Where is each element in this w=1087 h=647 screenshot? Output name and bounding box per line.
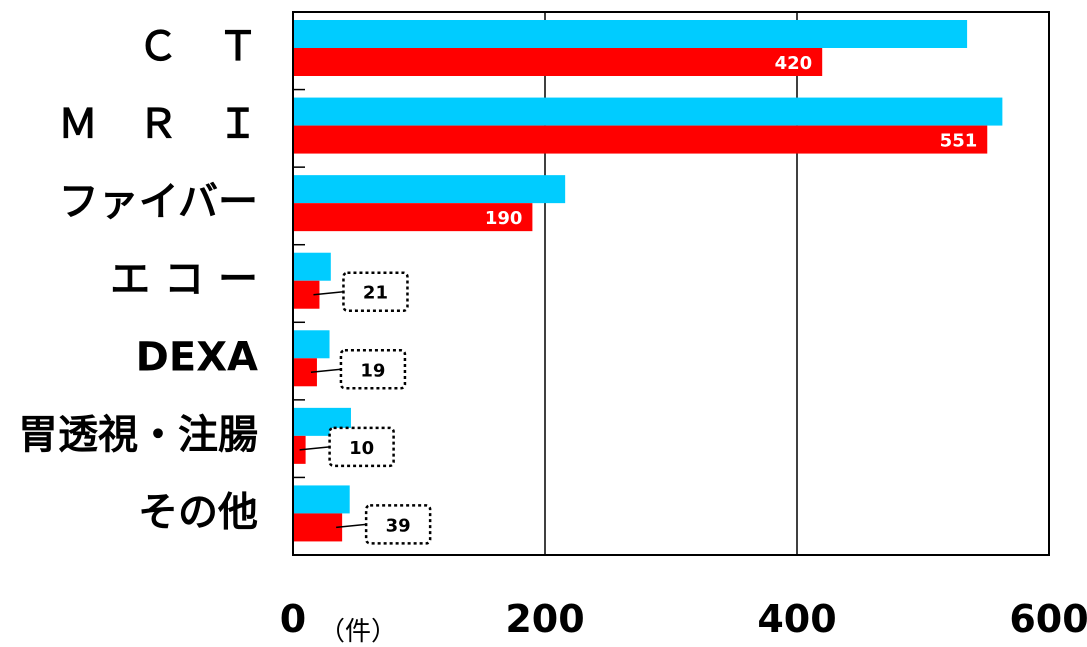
x-unit-label: （件） [319, 617, 397, 647]
data-label-leader [336, 523, 367, 529]
bar-series-2 [293, 435, 306, 464]
x-tick-label: 400 [757, 597, 836, 641]
category-label: ファイバー [59, 179, 258, 225]
data-label-leader [299, 446, 330, 451]
bar-series-2 [293, 48, 823, 76]
x-tick-label: 200 [505, 597, 584, 641]
x-tick-label: 0 [280, 597, 306, 641]
bar-series-1 [293, 330, 330, 359]
category-label: その他 [138, 489, 258, 535]
data-labels: 420 551 190 21 19 10 39 [299, 53, 978, 545]
category-label: Ｍ Ｒ Ｉ [58, 102, 258, 148]
data-label: 10 [349, 438, 374, 459]
bar-series-2 [293, 358, 317, 387]
bar-series-1 [293, 252, 331, 281]
data-label-box [364, 504, 432, 545]
data-label: 39 [386, 515, 411, 536]
category-label: エ コ ー [110, 257, 258, 303]
bar-series-2 [293, 513, 343, 542]
data-label-leader [313, 290, 344, 296]
bar-series-1 [293, 485, 350, 514]
bar-series-2 [293, 125, 988, 154]
bar-series-2 [293, 203, 533, 232]
plot-frame [292, 11, 1050, 556]
data-label-box [342, 271, 409, 312]
category-label: DEXA [136, 334, 258, 380]
data-label-leader [310, 368, 342, 374]
data-label-box [339, 349, 407, 390]
data-label: 551 [940, 131, 978, 152]
bar-series-1 [293, 175, 566, 204]
data-label-box [328, 426, 395, 468]
data-label: 420 [775, 53, 813, 74]
bars [293, 20, 1003, 542]
bar-series-1 [293, 97, 1003, 126]
x-tick-label: 600 [1009, 597, 1087, 641]
bar-series-1 [293, 20, 968, 48]
category-label: 胃透視・注腸 [18, 412, 258, 458]
data-label: 190 [485, 208, 523, 229]
x-tick-labels: 0 200 400 600 [280, 597, 1087, 641]
data-label: 21 [363, 283, 388, 304]
data-label: 19 [360, 360, 385, 381]
category-label: Ｃ Ｔ [138, 24, 258, 70]
